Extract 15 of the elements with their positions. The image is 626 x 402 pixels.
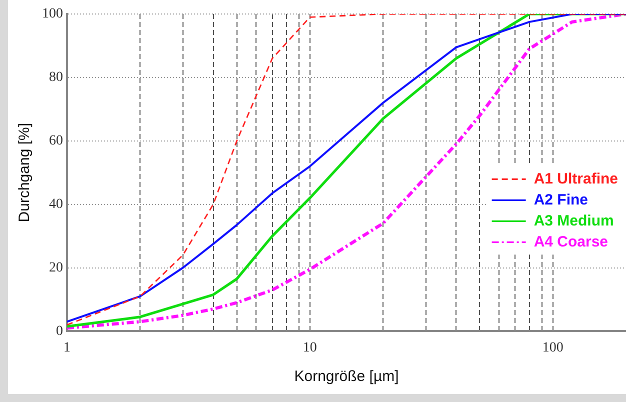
legend-label: A2 Fine (534, 191, 588, 208)
y-axis-title: Durchgang [%] (16, 122, 34, 222)
y-tick-label: 60 (49, 134, 63, 149)
y-tick-label: 40 (49, 196, 63, 212)
legend-label: A1 Ultrafine (534, 170, 618, 188)
x-axis-title: Korngröße [µm] (294, 368, 399, 386)
y-tick-label: 100 (42, 6, 63, 22)
x-tick-label: 1 (64, 340, 70, 356)
x-tick-label: 10 (302, 340, 317, 356)
y-tick-label: 80 (49, 70, 63, 86)
legend-label: A3 Medium (534, 212, 614, 230)
x-tick-label: 100 (542, 340, 564, 356)
y-tick-label: 0 (56, 324, 63, 339)
legend-label: A4 Coarse (534, 233, 608, 250)
y-tick-label: 20 (49, 260, 63, 276)
